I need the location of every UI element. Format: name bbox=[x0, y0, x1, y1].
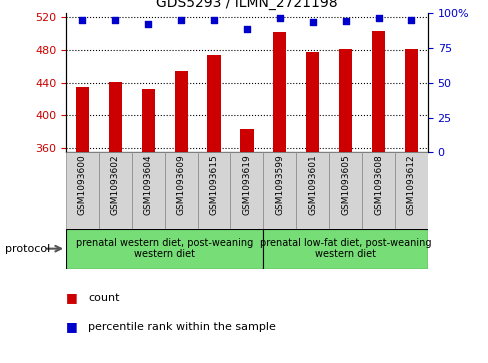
Point bbox=[210, 17, 218, 23]
Text: ■: ■ bbox=[66, 320, 78, 333]
Bar bbox=[338, 49, 351, 363]
Bar bbox=[99, 152, 132, 229]
Point bbox=[111, 17, 119, 23]
Title: GDS5293 / ILMN_2721198: GDS5293 / ILMN_2721198 bbox=[156, 0, 337, 10]
Bar bbox=[240, 130, 253, 363]
Bar bbox=[174, 71, 187, 363]
Point bbox=[407, 17, 414, 23]
Bar bbox=[207, 55, 220, 363]
Point bbox=[243, 26, 250, 32]
Bar bbox=[66, 229, 263, 269]
Bar bbox=[108, 82, 122, 363]
Text: GSM1093612: GSM1093612 bbox=[406, 155, 415, 215]
Text: GSM1093619: GSM1093619 bbox=[242, 155, 251, 216]
Bar bbox=[371, 31, 385, 363]
Point bbox=[341, 18, 349, 24]
Text: GSM1093601: GSM1093601 bbox=[307, 155, 317, 216]
Bar bbox=[164, 152, 197, 229]
Text: protocol: protocol bbox=[5, 244, 50, 254]
Bar bbox=[132, 152, 164, 229]
Text: GSM1093604: GSM1093604 bbox=[143, 155, 152, 215]
Bar bbox=[273, 32, 286, 363]
Text: percentile rank within the sample: percentile rank within the sample bbox=[88, 322, 275, 332]
Bar bbox=[142, 89, 155, 363]
Bar bbox=[76, 87, 89, 363]
Text: GSM1093605: GSM1093605 bbox=[341, 155, 349, 216]
Point bbox=[308, 20, 316, 25]
Text: GSM1093608: GSM1093608 bbox=[373, 155, 382, 216]
Point bbox=[79, 17, 86, 23]
Bar bbox=[305, 52, 319, 363]
Bar bbox=[404, 49, 417, 363]
Text: prenatal western diet, post-weaning
western diet: prenatal western diet, post-weaning west… bbox=[76, 238, 253, 260]
Point bbox=[177, 17, 184, 23]
Bar bbox=[361, 152, 394, 229]
Text: ■: ■ bbox=[66, 291, 78, 304]
Text: GSM1093599: GSM1093599 bbox=[275, 155, 284, 216]
Point bbox=[144, 21, 152, 27]
Bar bbox=[230, 152, 263, 229]
Bar bbox=[66, 152, 99, 229]
Bar bbox=[263, 152, 296, 229]
Bar bbox=[394, 152, 427, 229]
Bar bbox=[197, 152, 230, 229]
Text: GSM1093600: GSM1093600 bbox=[78, 155, 87, 216]
Point bbox=[275, 15, 283, 21]
Text: prenatal low-fat diet, post-weaning
western diet: prenatal low-fat diet, post-weaning west… bbox=[259, 238, 430, 260]
Bar bbox=[328, 152, 361, 229]
Text: GSM1093602: GSM1093602 bbox=[111, 155, 120, 215]
Bar bbox=[263, 229, 427, 269]
Text: count: count bbox=[88, 293, 119, 303]
Text: GSM1093615: GSM1093615 bbox=[209, 155, 218, 216]
Point bbox=[374, 15, 382, 21]
Bar bbox=[296, 152, 328, 229]
Text: GSM1093609: GSM1093609 bbox=[176, 155, 185, 216]
